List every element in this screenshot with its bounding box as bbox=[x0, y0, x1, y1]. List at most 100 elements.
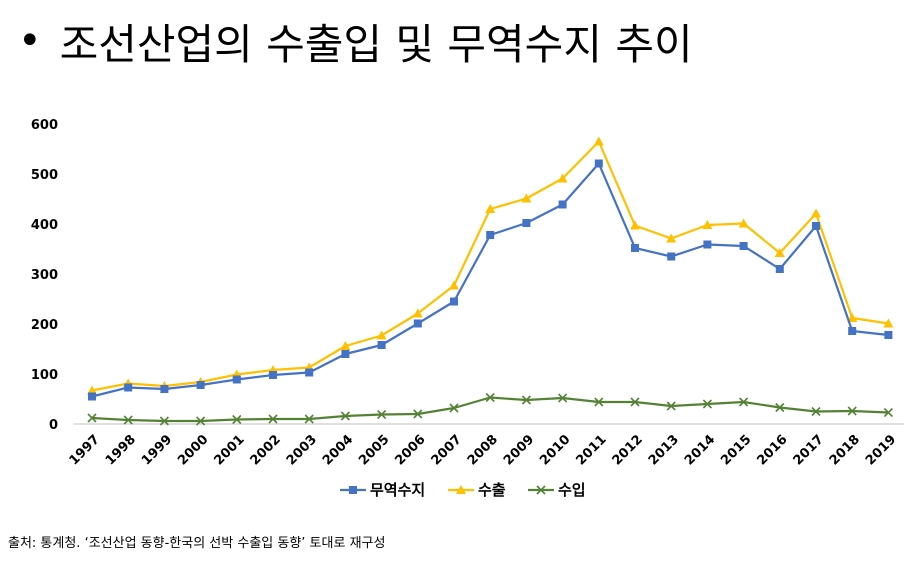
data-point bbox=[702, 220, 713, 229]
x-tick-label: 1999 bbox=[139, 432, 175, 468]
x-tick-label: 2009 bbox=[501, 432, 537, 468]
legend-marker bbox=[456, 485, 466, 494]
data-point bbox=[558, 393, 568, 403]
data-point bbox=[738, 218, 749, 228]
data-point bbox=[593, 136, 604, 146]
data-point bbox=[667, 252, 676, 261]
x-tick-label: 2000 bbox=[175, 432, 211, 468]
x-tick-label: 2016 bbox=[754, 432, 790, 468]
x-tick-label: 2018 bbox=[827, 432, 863, 468]
y-tick-label: 500 bbox=[31, 168, 58, 183]
data-point bbox=[340, 341, 351, 350]
data-point bbox=[774, 248, 785, 257]
data-point bbox=[594, 397, 604, 407]
y-tick-label: 200 bbox=[31, 318, 58, 333]
data-point bbox=[702, 399, 712, 409]
data-point bbox=[594, 159, 603, 168]
source-note: 출처: 통계청. ‘조선산업 동향-한국의 선박 수출입 동향’ 토대로 재구성 bbox=[8, 536, 386, 551]
series-line-1 bbox=[91, 140, 889, 392]
data-point bbox=[557, 173, 568, 183]
y-tick-label: 400 bbox=[31, 218, 58, 233]
x-tick-label: 1998 bbox=[103, 432, 139, 468]
data-point bbox=[775, 402, 785, 413]
data-point bbox=[883, 318, 894, 328]
series-line-2 bbox=[91, 396, 889, 423]
x-tick-label: 2011 bbox=[573, 432, 609, 468]
x-tick-label: 2006 bbox=[392, 432, 428, 468]
y-tick-label: 100 bbox=[31, 368, 58, 383]
data-point bbox=[305, 368, 314, 377]
legend-label: 수출 bbox=[478, 481, 506, 499]
x-tick-label: 2005 bbox=[356, 432, 392, 468]
data-point bbox=[847, 406, 857, 416]
data-point bbox=[521, 395, 531, 405]
data-point bbox=[848, 327, 857, 335]
slide-title: • 조선산업의 수출입 및 무역수지 추이 bbox=[18, 8, 693, 74]
x-tick-label: 2019 bbox=[863, 432, 899, 468]
data-point bbox=[377, 341, 386, 349]
legend-label: 수입 bbox=[558, 481, 586, 499]
data-point bbox=[304, 414, 314, 424]
data-point bbox=[558, 200, 567, 209]
data-point bbox=[340, 411, 350, 421]
data-point bbox=[811, 406, 821, 417]
x-tick-label: 2003 bbox=[284, 432, 320, 468]
title-bullet: • bbox=[18, 18, 42, 64]
x-tick-label: 2008 bbox=[465, 432, 501, 468]
data-point bbox=[87, 413, 97, 423]
data-point bbox=[631, 244, 639, 252]
data-point bbox=[449, 403, 459, 413]
data-point bbox=[485, 392, 495, 403]
data-point bbox=[666, 233, 677, 243]
data-point bbox=[377, 409, 387, 420]
data-point bbox=[883, 407, 893, 418]
data-point bbox=[739, 242, 748, 250]
data-point bbox=[88, 392, 96, 401]
data-point bbox=[87, 385, 97, 395]
data-point bbox=[450, 297, 458, 306]
data-point bbox=[884, 331, 893, 339]
legend-marker bbox=[349, 486, 357, 494]
data-point bbox=[847, 313, 858, 322]
x-tick-label: 2004 bbox=[320, 432, 356, 468]
data-point bbox=[123, 415, 133, 425]
x-tick-label: 2007 bbox=[429, 432, 465, 468]
data-point bbox=[485, 204, 496, 213]
data-point bbox=[739, 397, 749, 407]
data-point bbox=[630, 397, 640, 407]
x-tick-label: 2002 bbox=[248, 432, 284, 468]
data-point bbox=[196, 416, 206, 426]
data-point bbox=[159, 416, 169, 426]
y-tick-label: 600 bbox=[31, 118, 58, 133]
data-point bbox=[160, 385, 169, 393]
data-point bbox=[521, 193, 532, 203]
data-point bbox=[232, 414, 242, 425]
series-line-0 bbox=[91, 162, 889, 398]
x-tick-label: 1997 bbox=[67, 432, 103, 468]
data-point bbox=[341, 350, 350, 358]
data-point bbox=[486, 231, 495, 239]
data-point bbox=[413, 319, 422, 328]
data-point bbox=[124, 383, 133, 392]
data-point bbox=[522, 219, 531, 227]
data-point bbox=[666, 401, 676, 411]
data-point bbox=[232, 375, 241, 384]
data-point bbox=[376, 330, 387, 340]
data-point bbox=[449, 280, 459, 290]
title-text: 조선산업의 수출입 및 무역수지 추이 bbox=[59, 19, 693, 69]
data-point bbox=[703, 240, 712, 249]
data-point bbox=[412, 308, 423, 318]
x-tick-label: 2015 bbox=[718, 432, 754, 468]
data-point bbox=[196, 381, 205, 389]
data-point bbox=[630, 220, 640, 230]
data-point bbox=[811, 208, 821, 218]
data-point bbox=[269, 371, 277, 379]
y-tick-label: 300 bbox=[31, 268, 58, 283]
data-point bbox=[775, 265, 784, 273]
x-tick-label: 2012 bbox=[610, 432, 646, 468]
x-tick-label: 2001 bbox=[211, 432, 247, 468]
x-tick-label: 2013 bbox=[646, 432, 682, 468]
data-point bbox=[812, 222, 820, 230]
data-point bbox=[268, 414, 278, 424]
